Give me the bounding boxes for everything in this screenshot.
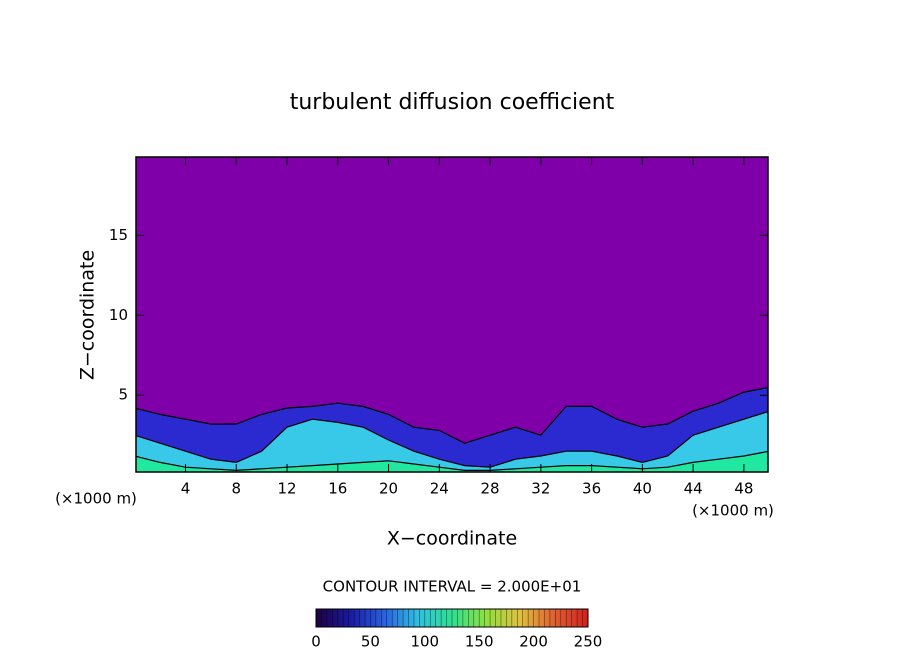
contour-note: CONTOUR INTERVAL = 2.000E+01: [323, 578, 582, 596]
chart-title: turbulent diffusion coefficient: [290, 90, 615, 115]
x-unit-label: (×1000 m): [55, 490, 137, 508]
y-tick-label: 5: [118, 386, 128, 404]
x-unit-label: (×1000 m): [692, 502, 774, 520]
x-tick-label: 36: [582, 480, 601, 498]
x-tick-label: 32: [531, 480, 550, 498]
x-tick-label: 4: [181, 480, 191, 498]
x-axis-label: X−coordinate: [387, 528, 517, 550]
x-tick-label: 12: [277, 480, 296, 498]
x-tick-label: 20: [379, 480, 398, 498]
colorbar-tick-label: 200: [519, 633, 548, 651]
y-tick-label: 10: [109, 306, 128, 324]
y-axis-label: Z−coordinate: [77, 250, 99, 380]
x-tick-label: 8: [231, 480, 241, 498]
colorbar-tick-label: 250: [574, 633, 603, 651]
colorbar-tick-label: 150: [465, 633, 494, 651]
x-tick-label: 48: [734, 480, 753, 498]
x-tick-label: 24: [430, 480, 449, 498]
field-background: [136, 157, 768, 472]
colorbar-tick-label: 0: [311, 633, 321, 651]
x-tick-label: 44: [684, 480, 703, 498]
y-tick-label: 15: [109, 226, 128, 244]
colorbar-tick-label: 50: [361, 633, 380, 651]
colorbar-tick-label: 100: [410, 633, 439, 651]
x-tick-label: 40: [633, 480, 652, 498]
x-tick-label: 28: [481, 480, 500, 498]
x-tick-label: 16: [328, 480, 347, 498]
plot-frame: [135, 156, 769, 473]
